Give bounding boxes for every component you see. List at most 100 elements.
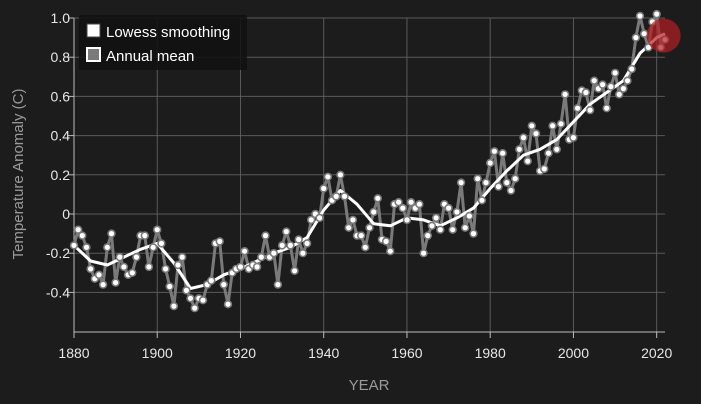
annual-mean-point[interactable] [369, 207, 378, 217]
annual-mean-point[interactable] [386, 247, 395, 256]
annual-mean-point[interactable] [332, 192, 341, 201]
annual-mean-point[interactable] [573, 103, 582, 113]
annual-mean-point[interactable] [269, 249, 278, 258]
annual-mean-point[interactable] [544, 149, 553, 158]
annual-mean-point[interactable] [103, 243, 112, 252]
annual-mean-point[interactable] [78, 231, 87, 240]
annual-mean-point[interactable] [506, 186, 516, 195]
annual-mean-point[interactable] [631, 33, 641, 42]
annual-mean-point[interactable] [290, 266, 299, 275]
annual-mean-point[interactable] [515, 145, 524, 154]
annual-mean-point[interactable] [406, 198, 416, 207]
annual-mean-point[interactable] [419, 249, 428, 258]
annual-mean-point[interactable] [519, 133, 528, 142]
annual-mean-point[interactable] [490, 147, 499, 156]
annual-mean-point[interactable] [107, 229, 116, 238]
annual-mean-point[interactable] [473, 174, 482, 183]
annual-mean-point[interactable] [598, 80, 607, 89]
annual-mean-point[interactable] [652, 9, 661, 19]
annual-mean-point[interactable] [639, 29, 649, 38]
annual-mean-point[interactable] [223, 300, 233, 309]
annual-mean-point[interactable] [444, 203, 453, 213]
annual-mean-point[interactable] [215, 237, 224, 246]
annual-mean-point[interactable] [73, 225, 83, 234]
annual-mean-point[interactable] [481, 178, 491, 187]
annual-mean-point[interactable] [365, 223, 374, 232]
annual-mean-point[interactable] [581, 88, 591, 97]
annual-mean-point[interactable] [282, 227, 291, 236]
annual-mean-point[interactable] [315, 213, 324, 223]
annual-mean-point[interactable] [94, 270, 104, 279]
annual-mean-point[interactable] [340, 192, 349, 201]
annual-mean-point[interactable] [361, 243, 370, 252]
annual-mean-point[interactable] [635, 11, 645, 21]
annual-mean-point[interactable] [394, 198, 403, 207]
annual-mean-point[interactable] [307, 215, 316, 225]
annual-mean-point[interactable] [498, 149, 507, 158]
annual-mean-point[interactable] [381, 237, 391, 246]
annual-mean-point[interactable] [569, 133, 578, 142]
annual-mean-point[interactable] [511, 174, 520, 183]
annual-mean-point[interactable] [257, 252, 266, 262]
annual-mean-point[interactable] [186, 294, 195, 303]
annual-mean-point[interactable] [527, 121, 536, 131]
annual-mean-point[interactable] [623, 76, 632, 85]
annual-mean-point[interactable] [344, 223, 353, 232]
annual-mean-point[interactable] [165, 282, 174, 291]
annual-mean-point[interactable] [128, 268, 137, 277]
annual-mean-point[interactable] [589, 76, 599, 85]
annual-mean-point[interactable] [207, 276, 216, 285]
annual-mean-point[interactable] [169, 301, 179, 311]
annual-mean-point[interactable] [190, 303, 199, 313]
annual-mean-point[interactable] [277, 241, 287, 250]
annual-mean-point[interactable] [427, 221, 437, 231]
annual-mean-point[interactable] [323, 172, 333, 182]
legend-label-lowess[interactable]: Lowess smoothing [106, 24, 230, 41]
legend-label-annual[interactable]: Annual mean [106, 48, 194, 65]
annual-mean-point[interactable] [319, 184, 328, 193]
annual-mean-point[interactable] [148, 243, 158, 252]
annual-mean-point[interactable] [436, 225, 445, 234]
annual-mean-point[interactable] [610, 68, 620, 78]
annual-mean-point[interactable] [619, 84, 628, 93]
annual-mean-point[interactable] [69, 241, 79, 250]
annual-mean-point[interactable] [602, 103, 611, 113]
annual-mean-point[interactable] [423, 231, 432, 240]
annual-mean-point[interactable] [402, 215, 412, 225]
annual-mean-point[interactable] [548, 121, 557, 131]
annual-mean-point[interactable] [286, 241, 295, 250]
annual-mean-point[interactable] [348, 215, 358, 225]
annual-mean-point[interactable] [556, 119, 566, 129]
annual-mean-point[interactable] [198, 296, 208, 305]
annual-mean-point[interactable] [461, 223, 470, 232]
annual-mean-point[interactable] [494, 182, 503, 191]
annual-mean-point[interactable] [585, 105, 595, 115]
annual-mean-point[interactable] [357, 231, 366, 240]
annual-mean-point[interactable] [398, 203, 407, 213]
annual-mean-point[interactable] [415, 200, 424, 209]
annual-mean-point[interactable] [132, 252, 141, 262]
annual-mean-point[interactable] [86, 264, 95, 274]
annual-mean-point[interactable] [240, 247, 249, 256]
annual-mean-point[interactable] [115, 252, 125, 262]
annual-mean-point[interactable] [627, 64, 636, 74]
annual-mean-point[interactable] [540, 164, 549, 174]
annual-mean-point[interactable] [273, 280, 283, 289]
annual-mean-point[interactable] [531, 129, 541, 138]
legend-swatch-lowess[interactable] [86, 23, 101, 38]
annual-mean-point[interactable] [298, 249, 308, 258]
annual-mean-point[interactable] [502, 178, 511, 187]
annual-mean-point[interactable] [373, 194, 382, 203]
annual-mean-point[interactable] [182, 286, 191, 295]
annual-mean-point[interactable] [82, 243, 91, 252]
annual-mean-point[interactable] [140, 231, 150, 240]
annual-mean-point[interactable] [465, 211, 474, 221]
annual-mean-point[interactable] [111, 278, 120, 287]
annual-mean-point[interactable] [98, 280, 108, 289]
annual-mean-point[interactable] [523, 156, 532, 166]
annual-mean-point[interactable] [157, 239, 166, 248]
annual-mean-point[interactable] [552, 145, 561, 154]
annual-mean-point[interactable] [144, 262, 154, 272]
annual-mean-point[interactable] [302, 239, 312, 248]
annual-mean-point[interactable] [236, 262, 245, 272]
